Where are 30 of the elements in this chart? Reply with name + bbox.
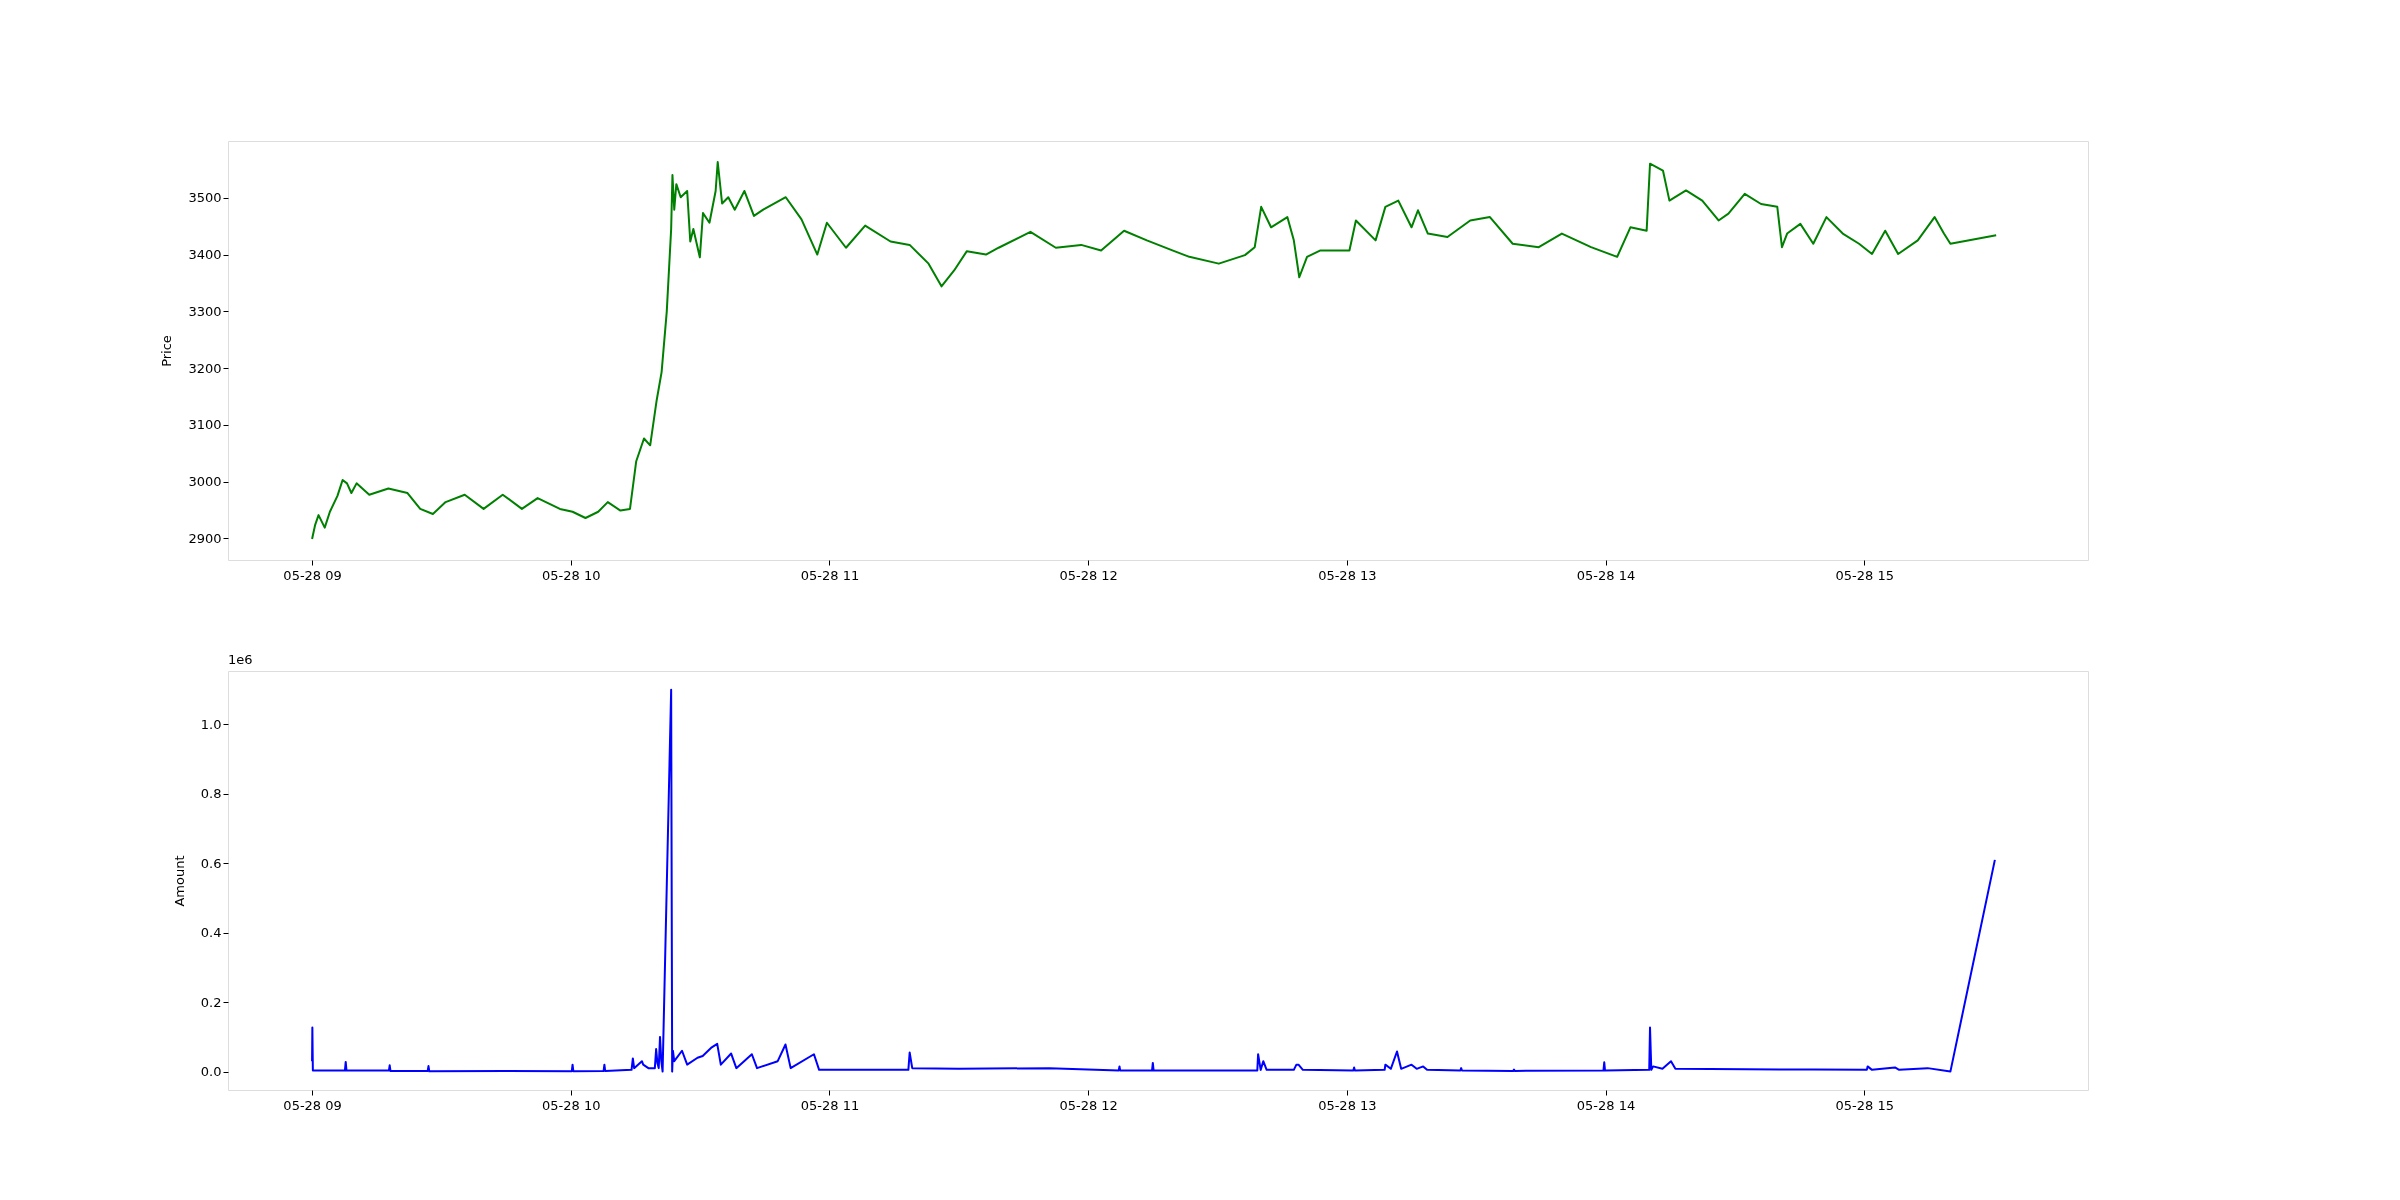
y-tick-label: 0.8 — [200, 786, 222, 802]
text: 1e6 — [228, 652, 253, 667]
x-tick-label: 05-28 12 — [1059, 567, 1118, 583]
y-tick-label: 0.2 — [200, 994, 222, 1010]
x-tick-label: 05-28 10 — [542, 1097, 601, 1113]
x-tick-label: 05-28 13 — [1318, 1097, 1377, 1113]
x-tick-label: 05-28 11 — [800, 567, 860, 583]
y-tick-label: 3300 — [188, 303, 222, 319]
x-tick-label: 05-28 12 — [1059, 1097, 1118, 1113]
y-tick-label: 3000 — [188, 474, 222, 490]
y-tick-label: 2900 — [188, 530, 222, 546]
x-tick-label: 05-28 09 — [283, 567, 342, 583]
y-axis-title: Amount — [171, 855, 187, 907]
y-tick-label: 3200 — [188, 360, 222, 376]
x-tick-label: 05-28 11 — [800, 1097, 860, 1113]
x-tick-label: 05-28 15 — [1835, 567, 1894, 583]
x-tick-label: 05-28 09 — [283, 1097, 342, 1113]
y-tick-label: 3100 — [188, 417, 222, 433]
x-tick-label: 05-28 10 — [542, 567, 601, 583]
x-tick-label: 05-28 14 — [1576, 1097, 1636, 1113]
y-axis-title: Price — [159, 335, 175, 367]
x-tick-label: 05-28 13 — [1318, 567, 1377, 583]
y-tick-label: 3400 — [188, 247, 222, 263]
x-tick-label: 05-28 14 — [1576, 567, 1636, 583]
y-tick-label: 0.6 — [200, 855, 222, 871]
y-tick-label: 3500 — [188, 190, 222, 206]
y-tick-label: 1.0 — [200, 716, 222, 732]
y-tick-label: 0.0 — [200, 1064, 222, 1080]
x-tick-label: 05-28 15 — [1835, 1097, 1894, 1113]
y-tick-label: 0.4 — [200, 925, 222, 941]
